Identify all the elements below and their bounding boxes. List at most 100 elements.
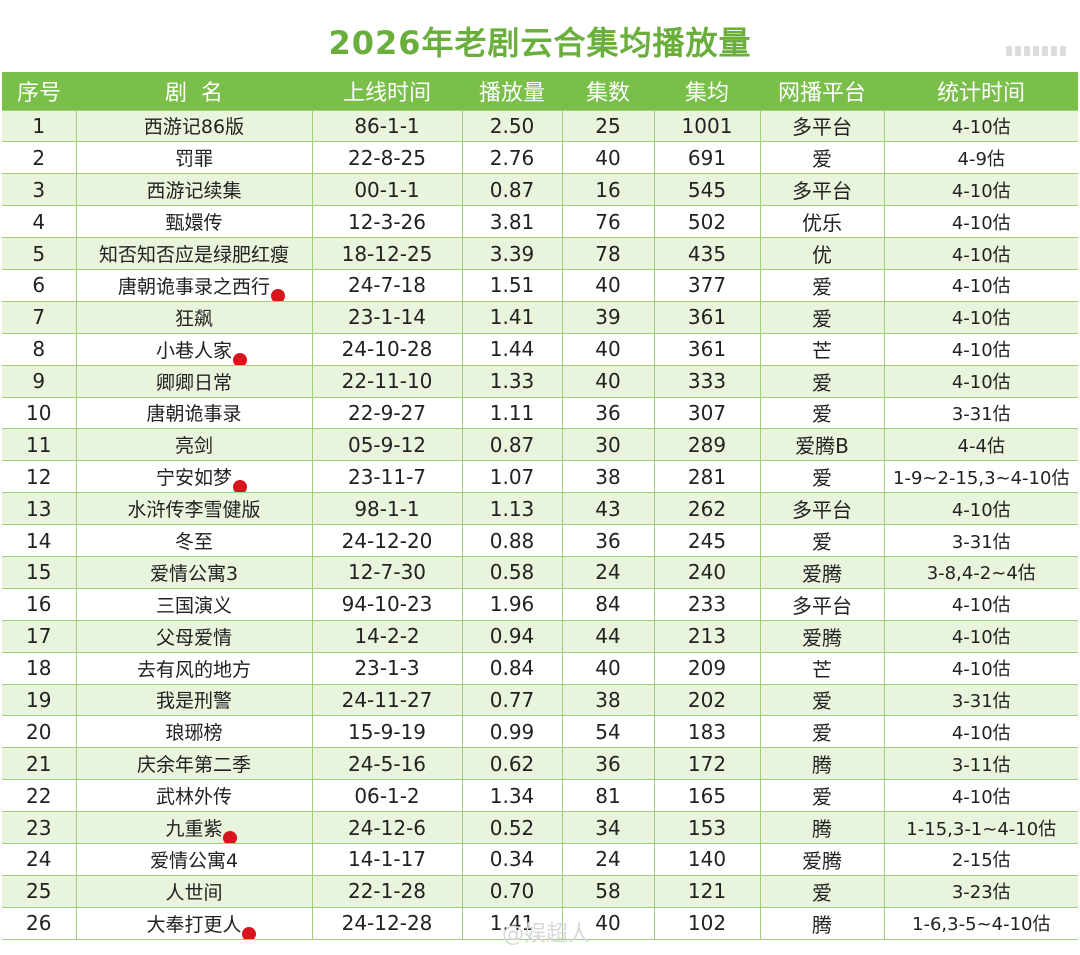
cell-name: 父母爱情 bbox=[75, 619, 313, 653]
cell-eps: 81 bbox=[561, 779, 655, 813]
cell-stat: 4-10估 bbox=[883, 779, 1078, 813]
marker-dot bbox=[242, 926, 256, 939]
table-row: 15 爱情公寓3 12-7-30 0.58 24 240 爱腾 3-8,4-2~4估 bbox=[2, 555, 1078, 589]
cell-platform: 爱腾B bbox=[759, 428, 885, 462]
cell-name: 我是刑警 bbox=[75, 683, 313, 717]
cell-no: 21 bbox=[2, 747, 77, 781]
cell-avg: 165 bbox=[653, 779, 761, 813]
cell-no: 11 bbox=[2, 428, 77, 462]
cell-plays: 3.81 bbox=[461, 205, 563, 239]
cell-no: 15 bbox=[2, 555, 77, 589]
cell-stat: 4-10估 bbox=[883, 332, 1078, 366]
cell-avg: 172 bbox=[653, 747, 761, 781]
cell-avg: 183 bbox=[653, 715, 761, 749]
table-row: 21 庆余年第二季 24-5-16 0.62 36 172 腾 3-11估 bbox=[2, 747, 1078, 781]
cell-date: 15-9-19 bbox=[311, 715, 463, 749]
cell-eps: 58 bbox=[561, 874, 655, 908]
table-row: 20 琅琊榜 15-9-19 0.99 54 183 爱 4-10估 bbox=[2, 715, 1078, 749]
corner-watermark bbox=[1006, 46, 1066, 56]
cell-stat: 3-8,4-2~4估 bbox=[883, 555, 1078, 589]
cell-stat: 4-10估 bbox=[883, 109, 1078, 143]
cell-plays: 0.77 bbox=[461, 683, 563, 717]
table-row: 17 父母爱情 14-2-2 0.94 44 213 爱腾 4-10估 bbox=[2, 619, 1078, 653]
cell-name: 唐朝诡事录 bbox=[75, 396, 313, 430]
cell-platform: 爱腾 bbox=[759, 555, 885, 589]
cell-date: 23-1-3 bbox=[311, 651, 463, 685]
cell-plays: 0.94 bbox=[461, 619, 563, 653]
cell-no: 18 bbox=[2, 651, 77, 685]
cell-no: 6 bbox=[2, 268, 77, 302]
cell-stat: 4-10估 bbox=[883, 715, 1078, 749]
cell-eps: 36 bbox=[561, 747, 655, 781]
cell-stat: 4-4估 bbox=[883, 428, 1078, 462]
cell-platform: 腾 bbox=[759, 747, 885, 781]
cell-date: 23-1-14 bbox=[311, 300, 463, 334]
cell-plays: 0.58 bbox=[461, 555, 563, 589]
cell-no: 20 bbox=[2, 715, 77, 749]
cell-no: 23 bbox=[2, 811, 77, 844]
cell-name: 武林外传 bbox=[75, 779, 313, 813]
cell-eps: 34 bbox=[561, 811, 655, 844]
cell-platform: 爱 bbox=[759, 396, 885, 430]
cell-avg: 361 bbox=[653, 332, 761, 366]
cell-name: 唐朝诡事录之西行 bbox=[75, 268, 313, 302]
cell-stat: 3-31估 bbox=[883, 683, 1078, 717]
cell-avg: 140 bbox=[653, 842, 761, 876]
cell-avg: 281 bbox=[653, 460, 761, 494]
cell-platform: 爱腾 bbox=[759, 619, 885, 653]
table-row: 8 小巷人家 24-10-28 1.44 40 361 芒 4-10估 bbox=[2, 332, 1078, 366]
header-name: 剧 名 bbox=[165, 80, 223, 106]
cell-eps: 78 bbox=[561, 237, 655, 270]
cell-name: 卿卿日常 bbox=[75, 364, 313, 398]
cell-eps: 25 bbox=[561, 109, 655, 143]
cell-avg: 153 bbox=[653, 811, 761, 844]
cell-name: 三国演义 bbox=[75, 587, 313, 621]
cell-no: 8 bbox=[2, 332, 77, 366]
cell-eps: 38 bbox=[561, 683, 655, 717]
cell-stat: 4-10估 bbox=[883, 492, 1078, 526]
table-row: 25 人世间 22-1-28 0.70 58 121 爱 3-23估 bbox=[2, 874, 1078, 908]
cell-date: 23-11-7 bbox=[311, 460, 463, 494]
cell-stat: 2-15估 bbox=[883, 842, 1078, 876]
cell-name: 水浒传李雪健版 bbox=[75, 492, 313, 526]
cell-date: 22-1-28 bbox=[311, 874, 463, 908]
cell-platform: 优乐 bbox=[759, 205, 885, 239]
cell-platform: 爱 bbox=[759, 715, 885, 749]
cell-eps: 36 bbox=[561, 524, 655, 557]
cell-eps: 38 bbox=[561, 460, 655, 494]
cell-name: 小巷人家 bbox=[75, 332, 313, 366]
header-eps: 集数 bbox=[585, 80, 630, 106]
cell-stat: 1-9~2-15,3~4-10估 bbox=[883, 460, 1078, 494]
cell-date: 14-2-2 bbox=[311, 619, 463, 653]
cell-eps: 40 bbox=[561, 906, 655, 940]
cell-eps: 24 bbox=[561, 842, 655, 876]
header-plays: 播放量 bbox=[478, 80, 545, 106]
marker-dot bbox=[232, 480, 247, 492]
cell-date: 24-7-18 bbox=[311, 268, 463, 302]
table-row: 14 冬至 24-12-20 0.88 36 245 爱 3-31估 bbox=[2, 524, 1078, 557]
cell-avg: 691 bbox=[653, 141, 761, 175]
table-row: 7 狂飙 23-1-14 1.41 39 361 爱 4-10估 bbox=[2, 300, 1078, 334]
cell-plays: 3.39 bbox=[461, 237, 563, 270]
cell-platform: 爱 bbox=[759, 364, 885, 398]
cell-platform: 爱 bbox=[759, 268, 885, 302]
cell-plays: 0.87 bbox=[461, 173, 563, 207]
marker-dot bbox=[270, 288, 285, 301]
cell-date: 24-12-28 bbox=[311, 906, 463, 940]
table-row: 3 西游记续集 00-1-1 0.87 16 545 多平台 4-10估 bbox=[2, 173, 1078, 207]
cell-platform: 芒 bbox=[759, 651, 885, 685]
cell-no: 9 bbox=[2, 364, 77, 398]
cell-platform: 爱 bbox=[759, 460, 885, 494]
cell-platform: 爱 bbox=[759, 779, 885, 813]
cell-name: 亮剑 bbox=[75, 428, 313, 462]
cell-avg: 213 bbox=[653, 619, 761, 653]
cell-plays: 0.70 bbox=[461, 874, 563, 908]
cell-date: 00-1-1 bbox=[311, 173, 463, 207]
table-row: 4 甄嬛传 12-3-26 3.81 76 502 优乐 4-10估 bbox=[2, 205, 1078, 239]
cell-no: 22 bbox=[2, 779, 77, 813]
cell-name: 狂飙 bbox=[75, 300, 313, 334]
cell-date: 98-1-1 bbox=[311, 492, 463, 526]
ratings-table: 序号 剧 名 上线时间 播放量 集数 集均 网播平台 统计时间 1 西游记86版 8… bbox=[2, 72, 1078, 940]
cell-name: 冬至 bbox=[75, 524, 313, 557]
cell-stat: 1-15,3-1~4-10估 bbox=[883, 811, 1078, 844]
